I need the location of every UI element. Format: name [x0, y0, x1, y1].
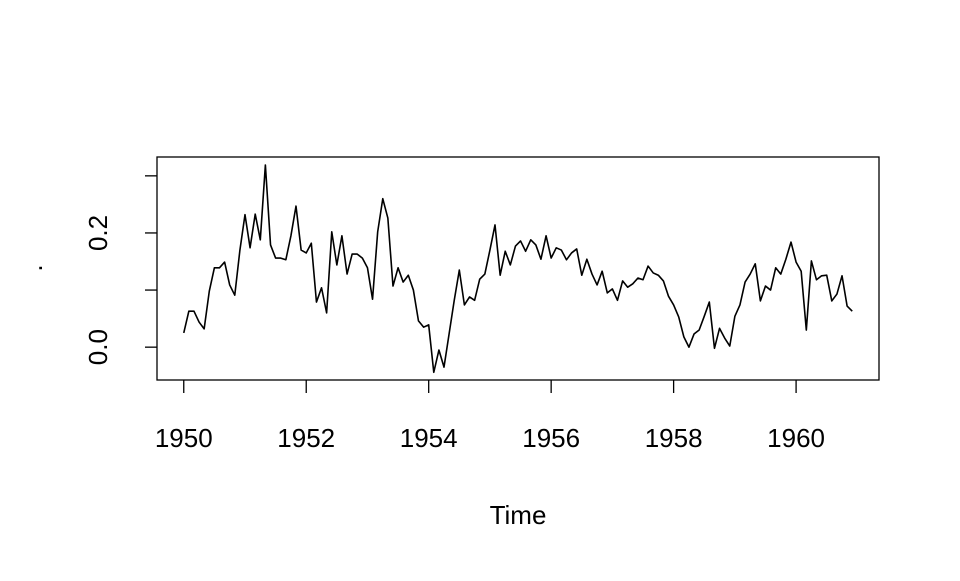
x-tick-label: 1954: [400, 423, 458, 453]
x-tick-label: 1956: [522, 423, 580, 453]
plot-frame: [156, 156, 880, 381]
x-tick-label: 1960: [767, 423, 825, 453]
series-line: [182, 164, 853, 374]
y-tick-label: 0.2: [83, 215, 113, 251]
y-axis-label: .: [18, 264, 48, 271]
x-tick-label: 1958: [645, 423, 703, 453]
x-axis-label: Time: [490, 500, 547, 530]
x-tick-label: 1952: [277, 423, 335, 453]
x-tick-label: 1950: [155, 423, 213, 453]
y-tick-label: 0.0: [83, 329, 113, 365]
